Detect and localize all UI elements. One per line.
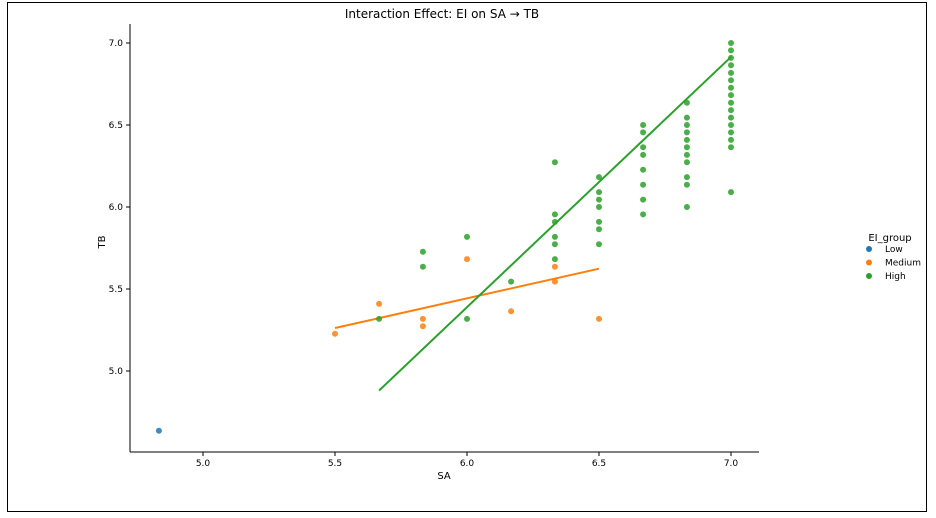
data-point-high: [551, 233, 558, 240]
x-tick-label: 5.5: [328, 459, 342, 469]
data-point-high: [596, 204, 602, 210]
x-tick-label: 6.0: [460, 459, 475, 469]
data-point-high: [640, 196, 647, 203]
data-point-high: [640, 211, 647, 218]
x-tick-label: 5.0: [196, 459, 211, 469]
data-point-high: [640, 144, 647, 151]
y-axis-label: TB: [97, 235, 108, 249]
data-point-high: [728, 136, 734, 143]
data-point-medium: [596, 315, 602, 322]
data-point-high: [683, 122, 690, 128]
x-axis-label: SA: [437, 471, 451, 482]
y-axis-ticks: 5.0 5.5 6.0 6.5 7.0: [109, 39, 130, 377]
legend-label-high: High: [885, 272, 906, 282]
x-tick-label: 7.0: [724, 459, 739, 469]
data-point-high: [728, 144, 734, 151]
legend-title: EI_group: [868, 233, 911, 244]
data-point-high: [551, 256, 558, 263]
data-point-high: [683, 204, 690, 210]
chart-title: Interaction Effect: EI on SA → TB: [345, 7, 539, 21]
x-axis-ticks: 5.0 5.5 6.0 6.5 7.0: [196, 452, 739, 469]
data-point-high: [728, 129, 734, 136]
data-point-high: [551, 218, 558, 225]
data-point-high: [640, 129, 647, 136]
data-point-high: [728, 107, 734, 114]
data-point-high: [728, 122, 734, 128]
y-tick-label: 6.0: [109, 203, 124, 213]
data-point-medium: [551, 278, 558, 285]
data-point-high: [728, 54, 734, 61]
data-point-high: [728, 62, 734, 69]
data-point-high: [728, 69, 734, 76]
data-points: [155, 40, 734, 434]
y-tick-label: 5.0: [109, 367, 124, 377]
data-point-high: [683, 151, 690, 158]
data-point-high: [419, 248, 426, 255]
data-point-high: [596, 241, 602, 248]
data-point-high: [728, 92, 734, 99]
data-point-high: [596, 174, 602, 181]
legend-marker-low: [866, 246, 872, 252]
legend-marker-medium: [866, 259, 872, 266]
axes: [129, 24, 759, 453]
y-tick-label: 7.0: [109, 39, 124, 49]
data-point-high: [551, 241, 558, 248]
data-point-high: [728, 84, 734, 91]
data-point-medium: [419, 323, 426, 330]
data-point-high: [683, 159, 690, 166]
data-point-medium: [464, 256, 470, 263]
legend: EI_group Low Medium High: [866, 233, 921, 282]
data-point-high: [464, 233, 470, 240]
data-point-high: [640, 122, 647, 128]
legend-label-medium: Medium: [885, 259, 921, 269]
data-point-medium: [551, 263, 558, 270]
data-point-high: [596, 189, 602, 196]
legend-label-low: Low: [885, 245, 903, 255]
data-point-high: [596, 226, 602, 233]
y-tick-label: 6.5: [109, 121, 123, 131]
data-point-high: [683, 99, 690, 106]
data-point-high: [728, 40, 734, 46]
regression-lines: [334, 56, 732, 392]
x-tick-label: 6.5: [592, 459, 606, 469]
data-point-high: [728, 114, 734, 121]
data-point-high: [640, 181, 647, 188]
data-point-high: [683, 114, 690, 121]
data-point-high: [551, 211, 558, 218]
data-point-high: [640, 166, 647, 173]
legend-marker-high: [866, 273, 872, 279]
data-point-high: [419, 263, 426, 270]
data-point-high: [640, 151, 647, 158]
data-point-medium: [419, 315, 426, 322]
data-point-high: [728, 189, 734, 196]
data-point-medium: [376, 300, 383, 307]
data-point-low: [155, 427, 162, 434]
data-point-high: [683, 174, 690, 181]
y-tick-label: 5.5: [109, 285, 123, 295]
data-point-high: [551, 159, 558, 166]
data-point-high: [464, 315, 470, 322]
data-point-high: [728, 77, 734, 84]
data-point-medium: [508, 308, 515, 315]
data-point-high: [596, 196, 602, 203]
data-point-high: [508, 278, 515, 285]
data-point-high: [728, 47, 734, 54]
data-point-high: [728, 99, 734, 106]
data-point-high: [596, 218, 602, 225]
data-point-high: [683, 136, 690, 143]
data-point-high: [683, 181, 690, 188]
data-point-high: [683, 129, 690, 136]
data-point-high: [376, 315, 383, 322]
data-point-medium: [332, 330, 338, 337]
data-point-high: [683, 144, 690, 151]
